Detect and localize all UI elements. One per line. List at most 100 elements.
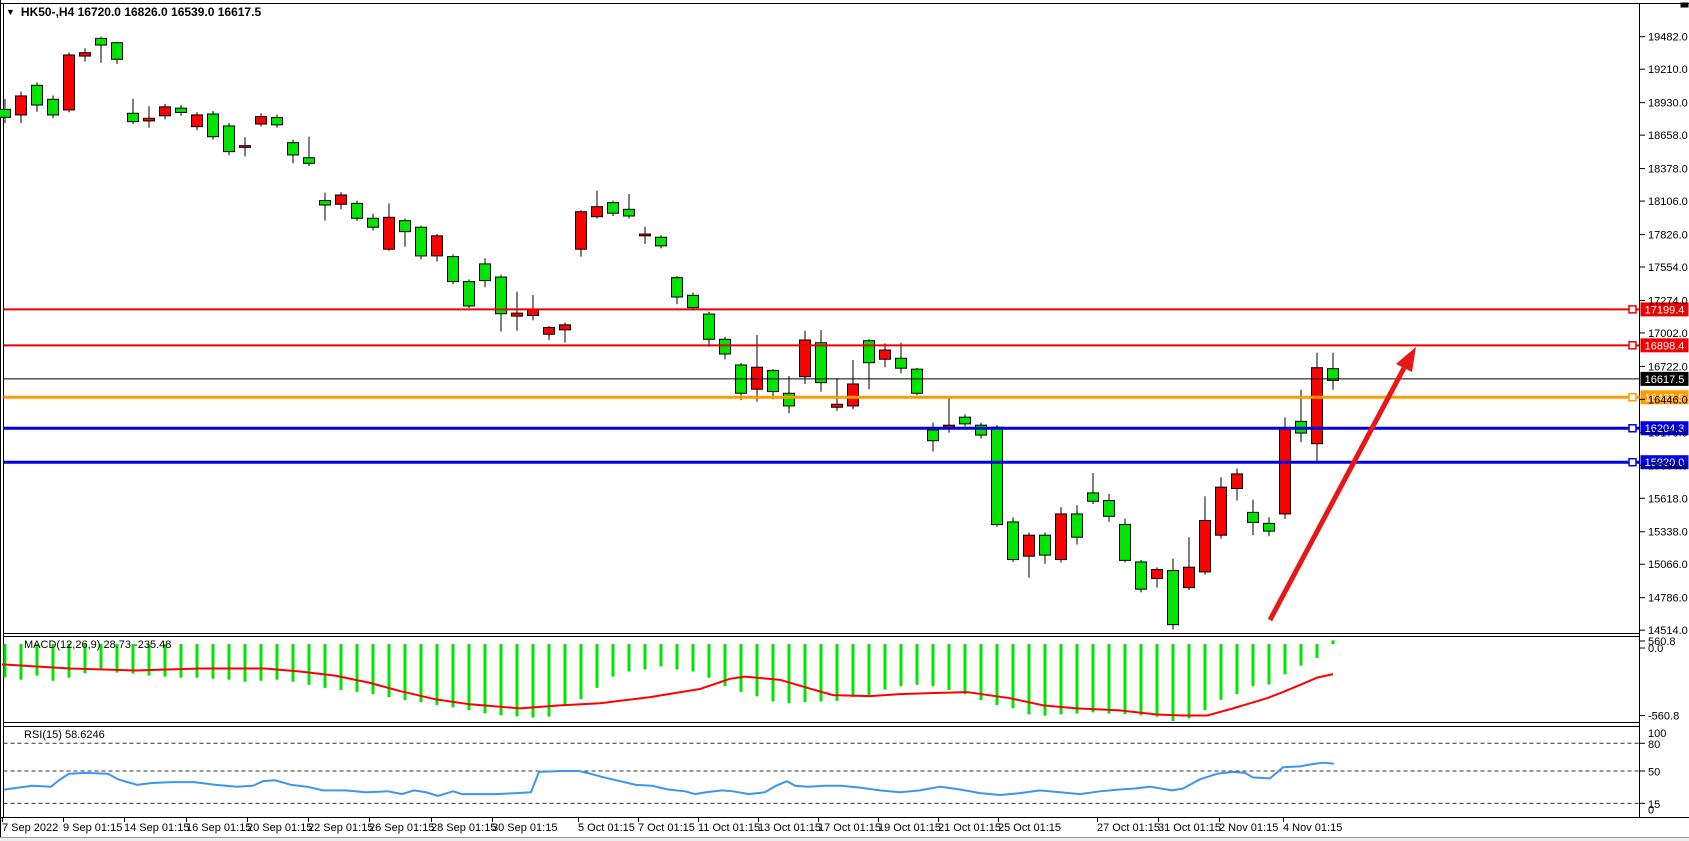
candle-body bbox=[1311, 367, 1323, 445]
price-badge bbox=[1640, 421, 1689, 436]
price-badge bbox=[1640, 338, 1689, 353]
price-axis-label: 18106.0 bbox=[1648, 196, 1688, 208]
price-badge-label: 16204.3 bbox=[1645, 423, 1685, 435]
candle-body bbox=[623, 208, 635, 217]
candle-body bbox=[1055, 513, 1067, 561]
rsi-axis-label: 80 bbox=[1648, 739, 1660, 751]
date-axis-label: 27 Oct 01:15 bbox=[1097, 822, 1160, 834]
candle-body bbox=[527, 309, 539, 317]
candle-body bbox=[111, 42, 123, 60]
price-axis-label: 15894.0 bbox=[1648, 460, 1688, 472]
candle-body bbox=[687, 294, 699, 309]
date-axis-label: 11 Oct 01:15 bbox=[698, 822, 760, 834]
rsi-indicator-label: RSI(15) 58.6246 bbox=[24, 729, 105, 741]
candle-body bbox=[1071, 513, 1083, 538]
price-axis-label: 17274.0 bbox=[1648, 295, 1688, 307]
line-anchor-marker[interactable] bbox=[1628, 423, 1637, 433]
rsi-axis-label: 15 bbox=[1648, 799, 1660, 811]
candle-body bbox=[1215, 486, 1227, 536]
line-anchor-marker[interactable] bbox=[1628, 305, 1637, 314]
line-anchor-marker[interactable] bbox=[1628, 341, 1637, 350]
candle-body bbox=[639, 233, 651, 237]
candle-body bbox=[223, 125, 235, 153]
candle-body bbox=[543, 327, 555, 335]
candle-body bbox=[191, 114, 203, 128]
date-axis-label: 2 Nov 01:15 bbox=[1219, 822, 1278, 834]
candle-body bbox=[0, 108, 11, 118]
candle-body bbox=[351, 202, 363, 219]
price-axis-label: 15338.0 bbox=[1648, 527, 1688, 539]
date-axis-label: 16 Sep 01:15 bbox=[186, 822, 251, 834]
date-axis-label: 13 Oct 01:15 bbox=[758, 822, 821, 834]
price-badge-label: 16898.4 bbox=[1645, 340, 1685, 352]
candle-body bbox=[415, 226, 427, 257]
candle-body bbox=[335, 194, 347, 205]
price-axis-label: 16722.0 bbox=[1648, 361, 1688, 373]
trend-arrow-line[interactable] bbox=[1267, 366, 1407, 622]
price-axis-label: 15618.0 bbox=[1648, 493, 1688, 505]
candle-body bbox=[319, 200, 331, 206]
candle-body bbox=[655, 236, 667, 247]
symbol-dropdown-icon[interactable]: ▼ bbox=[6, 6, 15, 17]
candle-body bbox=[799, 339, 811, 378]
date-axis-label: 17 Oct 01:15 bbox=[818, 822, 881, 834]
price-axis-label: 17002.0 bbox=[1648, 328, 1688, 340]
price-badge-label: 15920.0 bbox=[1645, 457, 1685, 469]
candle-body bbox=[591, 206, 603, 218]
price-badge-label: 16617.5 bbox=[1645, 374, 1685, 386]
corner-mark bbox=[1680, 2, 1689, 8]
candle-body bbox=[1167, 570, 1179, 626]
candle-body bbox=[399, 220, 411, 233]
price-badge bbox=[1640, 390, 1689, 405]
candle-body bbox=[1103, 500, 1115, 517]
date-axis-label: 26 Sep 01:15 bbox=[369, 822, 434, 834]
price-axis: 19482.0 19210.0 18930.0 18658.0 18378.0 18106… bbox=[1639, 32, 1688, 637]
macd-signal-line bbox=[1, 663, 1334, 717]
candle-body bbox=[79, 52, 91, 57]
line-anchor-marker[interactable] bbox=[1628, 393, 1637, 402]
price-axis-label: 19482.0 bbox=[1648, 32, 1688, 44]
candle-body bbox=[15, 95, 27, 116]
candle-body bbox=[959, 416, 971, 425]
price-axis-label: 16446.0 bbox=[1648, 394, 1688, 406]
candle-body bbox=[751, 366, 763, 390]
window-bottom-edge bbox=[0, 837, 1689, 841]
candle-body bbox=[1199, 520, 1211, 573]
price-axis-label: 17826.0 bbox=[1648, 230, 1688, 242]
candle-body bbox=[719, 338, 731, 355]
price-axis-label: 17554.0 bbox=[1648, 262, 1688, 274]
date-axis-label: 22 Sep 01:15 bbox=[308, 822, 373, 834]
price-axis-label: 16170.0 bbox=[1648, 427, 1688, 439]
candle-body bbox=[1279, 427, 1291, 515]
candle-body bbox=[303, 157, 315, 164]
candle-body bbox=[879, 349, 891, 360]
candle-body bbox=[383, 216, 395, 250]
price-axis-label: 18378.0 bbox=[1648, 164, 1688, 176]
macd-axis-label: -560.8 bbox=[1648, 711, 1679, 723]
trend-arrow[interactable] bbox=[1267, 347, 1416, 622]
candle-body bbox=[1039, 534, 1051, 556]
candle-body bbox=[47, 98, 59, 116]
rsi-line bbox=[4, 761, 1334, 797]
price-badge-label: 16463.5 bbox=[1645, 392, 1685, 404]
symbol-ohlc-label: HK50-,H4 16720.0 16826.0 16539.0 16617.5 bbox=[20, 5, 262, 19]
price-axis-label: 19210.0 bbox=[1648, 64, 1688, 76]
candle-body bbox=[671, 277, 683, 298]
date-axis-label: 7 Sep 2022 bbox=[2, 822, 58, 834]
candle-body bbox=[815, 342, 827, 384]
candle-body bbox=[1231, 473, 1243, 489]
date-axis-label: 4 Nov 01:15 bbox=[1283, 822, 1342, 834]
rsi-axis-label: 50 bbox=[1648, 767, 1660, 779]
candle-body bbox=[911, 368, 923, 394]
price-axis-label: 14514.0 bbox=[1648, 625, 1688, 637]
candle-body bbox=[1183, 566, 1195, 589]
candle-body bbox=[559, 324, 571, 331]
candle-body bbox=[1007, 521, 1019, 561]
line-anchor-marker[interactable] bbox=[1628, 457, 1637, 467]
date-axis-label: 9 Sep 01:15 bbox=[63, 822, 122, 834]
symbol-header: ▼ HK50-,H4 16720.0 16826.0 16539.0 16617… bbox=[6, 5, 261, 19]
date-axis-label: 31 Oct 01:15 bbox=[1158, 822, 1221, 834]
